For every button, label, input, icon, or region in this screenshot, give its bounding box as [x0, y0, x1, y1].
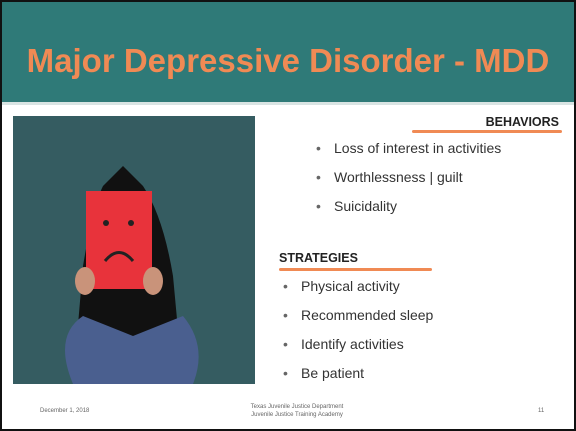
strategies-list: Physical activityRecommended sleepIdenti…: [283, 278, 433, 394]
list-item: Worthlessness | guilt: [316, 169, 501, 198]
heading-rule: [412, 130, 562, 133]
footer-date: December 1, 2018: [40, 408, 89, 414]
list-item: Loss of interest in activities: [316, 140, 501, 169]
page-number: 11: [538, 408, 544, 414]
photo: [13, 116, 255, 384]
organization-line: Texas Juvenile Justice Department: [202, 403, 392, 411]
list-item: Recommended sleep: [283, 307, 433, 336]
list-item: Be patient: [283, 365, 433, 394]
slide: Major Depressive Disorder - MDD BEHAVIOR…: [0, 0, 576, 431]
eye: [128, 220, 134, 226]
organization-line: Juvenile Justice Training Academy: [202, 411, 392, 419]
hand: [75, 267, 95, 295]
behaviors-heading: BEHAVIORS: [486, 115, 559, 129]
list-item: Physical activity: [283, 278, 433, 307]
title: Major Depressive Disorder - MDD: [2, 42, 574, 80]
behaviors-list: Loss of interest in activitiesWorthlessn…: [316, 140, 501, 227]
red-sign: [86, 191, 152, 289]
heading-rule: [279, 268, 432, 271]
header: Major Depressive Disorder - MDD: [2, 2, 574, 105]
list-item: Suicidality: [316, 198, 501, 227]
list-item: Identify activities: [283, 336, 433, 365]
footer-organization: Texas Juvenile Justice Department Juveni…: [202, 403, 392, 419]
strategies-heading: STRATEGIES: [279, 251, 358, 265]
hand: [143, 267, 163, 295]
eye: [103, 220, 109, 226]
